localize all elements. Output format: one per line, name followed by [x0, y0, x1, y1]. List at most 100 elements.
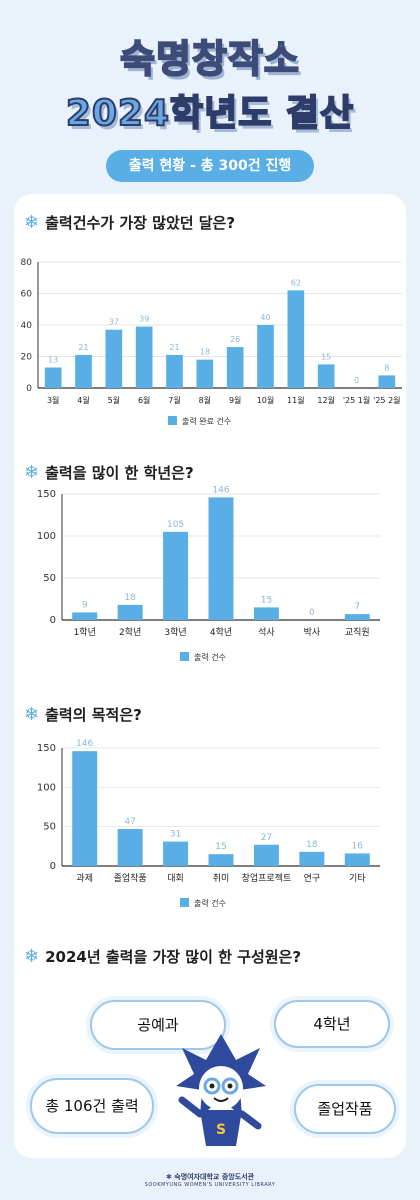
- bar: [378, 375, 396, 388]
- data-label: 7: [354, 602, 360, 612]
- section-monthly-title: ❄ 출력건수가 가장 많았던 달은?: [24, 212, 235, 233]
- bar: [317, 364, 335, 388]
- bar: [163, 841, 189, 866]
- x-tick-label: 8월: [199, 395, 211, 405]
- data-label: 37: [109, 318, 119, 327]
- y-tick-label: 60: [21, 290, 33, 300]
- snowflake-icon: ❄: [24, 945, 40, 967]
- x-tick-label: 3월: [47, 395, 59, 405]
- x-tick-label: 5월: [108, 395, 120, 405]
- data-label: 105: [167, 520, 184, 530]
- x-tick-label: 3학년: [164, 627, 186, 638]
- bar: [163, 531, 189, 620]
- snowflake-icon: ❄: [24, 703, 40, 725]
- data-label: 27: [261, 833, 272, 843]
- x-tick-label: 졸업작품: [114, 873, 147, 884]
- x-tick-label: 연구: [304, 873, 321, 884]
- x-tick-label: 기타: [349, 873, 366, 884]
- data-label: 0: [354, 376, 359, 385]
- svg-text:S: S: [216, 1122, 226, 1138]
- section-member-question: 2024년 출력을 가장 많이 한 구성원은?: [45, 948, 302, 966]
- footer-library-name: 숙명여자대학교 중앙도서관: [174, 1173, 255, 1181]
- x-tick-label: 4학년: [210, 627, 232, 638]
- legend-label: 출력 건수: [194, 652, 226, 662]
- bar: [166, 354, 183, 388]
- title-line-2: 2024학년도 결산: [65, 92, 355, 135]
- bar: [253, 607, 279, 620]
- y-tick-label: 150: [37, 489, 56, 500]
- data-label: 13: [48, 356, 58, 365]
- x-tick-label: 11월: [287, 395, 305, 405]
- section-grade-question: 출력을 많이 한 학년은?: [45, 464, 194, 482]
- data-label: 21: [78, 343, 88, 352]
- snowflake-icon: ❄: [24, 461, 40, 483]
- x-tick-label: 과제: [76, 873, 93, 884]
- data-label: 15: [215, 842, 226, 852]
- data-label: 39: [139, 315, 149, 324]
- legend-swatch: [168, 416, 177, 425]
- mascot-icon: S: [176, 1034, 266, 1146]
- y-tick-label: 50: [43, 573, 56, 584]
- x-tick-label: 4월: [77, 395, 89, 405]
- content-card: [14, 194, 406, 1158]
- footer-logo: ✱ 숙명여자대학교 중앙도서관 SOOKMYUNG WOMEN'S UNIVER…: [0, 1172, 420, 1188]
- legend-swatch: [180, 652, 189, 661]
- bar: [72, 751, 98, 866]
- data-label: 15: [261, 595, 272, 605]
- bubble-purpose: 졸업작품: [294, 1084, 396, 1134]
- y-tick-label: 100: [37, 531, 56, 542]
- y-tick-label: 20: [21, 353, 33, 363]
- bar: [253, 844, 279, 866]
- bar: [257, 325, 274, 388]
- x-tick-label: 창업프로젝트: [242, 873, 292, 884]
- x-tick-label: 6월: [138, 395, 150, 405]
- bar: [135, 326, 153, 388]
- title-line-1: 숙명창작소: [119, 36, 300, 82]
- y-tick-label: 150: [37, 743, 56, 754]
- bar: [75, 354, 92, 388]
- x-tick-label: 1학년: [74, 627, 96, 638]
- data-label: 47: [124, 817, 135, 827]
- legend-label: 출력 건수: [194, 898, 226, 908]
- y-tick-label: 0: [50, 861, 56, 872]
- bar: [72, 612, 98, 620]
- bar: [208, 497, 234, 620]
- data-label: 16: [352, 841, 364, 851]
- data-label: 8: [384, 363, 389, 372]
- x-tick-label: 대회: [167, 873, 184, 884]
- bar: [117, 829, 143, 866]
- bar: [287, 290, 305, 388]
- bar: [44, 367, 62, 388]
- grade-bar-chart: 0 50 100 150 9 1학년 18 2학년 105 3학년 146 4학년 15 석사 0 박사 7 교직…: [37, 485, 380, 662]
- x-tick-label: 7월: [168, 395, 180, 405]
- data-label: 31: [170, 830, 181, 840]
- bar: [226, 347, 244, 388]
- x-tick-label: 2학년: [119, 627, 141, 638]
- snowflake-icon: ❄: [24, 211, 40, 233]
- data-label: 18: [200, 348, 210, 357]
- x-tick-label: 교직원: [345, 627, 370, 638]
- legend-label: 출력 완료 건수: [182, 416, 231, 426]
- data-label: 18: [306, 840, 318, 850]
- subtitle-pill: 출력 현황 - 총 300건 진행: [106, 150, 314, 182]
- purpose-bar-chart: 0 50 100 150 146 과제 47 졸업작품 31 대회 15 취미 27 창업프로젝트 18 연구…: [37, 739, 380, 908]
- monthly-bar-chart: 020406080133월214월375월396월217월188월269월401…: [21, 258, 402, 426]
- university-emblem-icon: ✱: [165, 1173, 172, 1181]
- data-label: 62: [291, 278, 301, 287]
- bar: [299, 851, 325, 866]
- y-tick-label: 0: [26, 384, 32, 394]
- x-tick-label: 10월: [257, 395, 275, 405]
- section-purpose-title: ❄ 출력의 목적은?: [24, 704, 142, 725]
- footer-library-name-en: SOOKMYUNG WOMEN'S UNIVERSITY LIBRARY: [144, 1182, 276, 1188]
- y-tick-label: 80: [21, 258, 33, 268]
- data-label: 146: [212, 485, 229, 495]
- section-grade-title: ❄ 출력을 많이 한 학년은?: [24, 462, 194, 483]
- x-tick-label: 취미: [213, 873, 230, 884]
- y-tick-label: 0: [50, 615, 56, 626]
- bar: [196, 359, 214, 388]
- section-purpose-question: 출력의 목적은?: [45, 706, 142, 724]
- data-label: 15: [321, 352, 331, 361]
- y-tick-label: 40: [21, 321, 33, 331]
- x-tick-label: '25 1월: [343, 395, 370, 405]
